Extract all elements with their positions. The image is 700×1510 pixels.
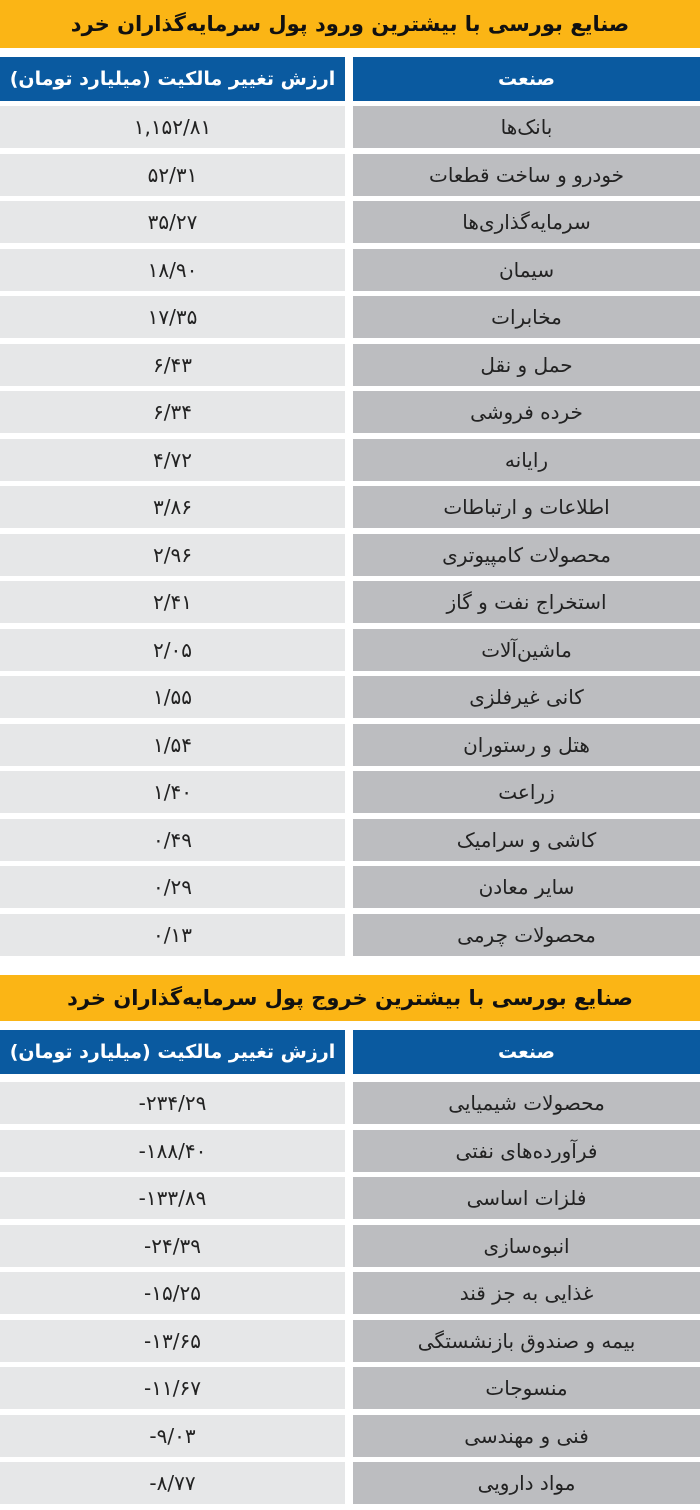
- industry-cell: فنی و مهندسی: [353, 1414, 700, 1457]
- value-cell: ۶/۳۴: [0, 391, 345, 433]
- table-row: -۱۸۸/۴۰ فرآورده‌های نفتی: [0, 1129, 700, 1172]
- outflow-header: ارزش تغییر مالکیت (میلیارد تومان) صنعت: [0, 1030, 700, 1074]
- industry-cell: حمل و نقل: [353, 343, 700, 386]
- industry-cell: سرمایه‌گذاری‌ها: [353, 201, 700, 243]
- value-cell: ۳/۸۶: [0, 486, 345, 528]
- industry-cell: غذایی به جز قند: [353, 1272, 700, 1314]
- industry-cell: محصولات کامپیوتری: [353, 533, 700, 576]
- value-cell: ۱/۵۵: [0, 676, 345, 718]
- value-cell: -۱۳/۶۵: [0, 1319, 345, 1362]
- industry-cell: سایر معادن: [353, 866, 700, 908]
- value-cell: -۱۸۸/۴۰: [0, 1129, 345, 1172]
- value-cell: ۵۲/۳۱: [0, 153, 345, 196]
- value-cell: ۲/۹۶: [0, 533, 345, 576]
- table-row: ۳/۸۶ اطلاعات و ارتباطات: [0, 486, 700, 528]
- table-row: -۲۴/۳۹ انبوه‌سازی: [0, 1224, 700, 1267]
- industry-cell: مخابرات: [353, 296, 700, 338]
- table-row: ۰/۴۹ کاشی و سرامیک: [0, 818, 700, 861]
- value-cell: -۹/۰۳: [0, 1414, 345, 1457]
- industry-cell: رایانه: [353, 438, 700, 481]
- table-row: ۲/۰۵ ماشین‌آلات: [0, 628, 700, 671]
- table-row: -۱۱/۶۷ منسوجات: [0, 1367, 700, 1409]
- table-row: ۱۸/۹۰ سیمان: [0, 248, 700, 291]
- industry-cell: محصولات شیمیایی: [353, 1082, 700, 1124]
- value-cell: ۱/۵۴: [0, 723, 345, 766]
- industry-cell: زراعت: [353, 771, 700, 813]
- industry-cell: بیمه و صندوق بازنشستگی: [353, 1319, 700, 1362]
- table-row: ۲/۴۱ استخراج نفت و گاز: [0, 581, 700, 623]
- outflow-table: -۲۳۴/۲۹ محصولات شیمیایی -۱۸۸/۴۰ فرآورده‌های…: [0, 1082, 700, 1510]
- industry-cell: سیمان: [353, 248, 700, 291]
- industry-column-header: صنعت: [353, 57, 700, 101]
- industry-cell: انبوه‌سازی: [353, 1224, 700, 1267]
- value-cell: -۲۳۴/۲۹: [0, 1082, 345, 1124]
- table-row: ۶/۴۳ حمل و نقل: [0, 343, 700, 386]
- table-row: ۰/۱۳ محصولات چرمی: [0, 913, 700, 956]
- table-row: -۱۳۳/۸۹ فلزات اساسی: [0, 1177, 700, 1219]
- value-cell: -۲۴/۳۹: [0, 1224, 345, 1267]
- inflow-table: ۱,۱۵۲/۸۱ بانک‌ها ۵۲/۳۱ خودرو و ساخت قطعات ۳۵…: [0, 106, 700, 961]
- outflow-title: صنایع بورسی با بیشترین خروج پول سرمایه‌گ…: [0, 975, 700, 1021]
- value-cell: ۱/۴۰: [0, 771, 345, 813]
- industry-cell: کانی غیرفلزی: [353, 676, 700, 718]
- table-row: ۱۷/۳۵ مخابرات: [0, 296, 700, 338]
- industry-cell: فرآورده‌های نفتی: [353, 1129, 700, 1172]
- inflow-header: ارزش تغییر مالکیت (میلیارد تومان) صنعت: [0, 57, 700, 101]
- value-cell: -۱۱/۶۷: [0, 1367, 345, 1409]
- table-row: ۱/۵۴ هتل و رستوران: [0, 723, 700, 766]
- industry-cell: اطلاعات و ارتباطات: [353, 486, 700, 528]
- value-cell: ۲/۰۵: [0, 628, 345, 671]
- industry-cell: ماشین‌آلات: [353, 628, 700, 671]
- table-row: ۵۲/۳۱ خودرو و ساخت قطعات: [0, 153, 700, 196]
- value-cell: -۱۳۳/۸۹: [0, 1177, 345, 1219]
- industry-cell: فلزات اساسی: [353, 1177, 700, 1219]
- value-cell: ۱,۱۵۲/۸۱: [0, 106, 345, 148]
- table-row: ۱/۴۰ زراعت: [0, 771, 700, 813]
- value-cell: ۶/۴۳: [0, 343, 345, 386]
- table-row: -۹/۰۳ فنی و مهندسی: [0, 1414, 700, 1457]
- value-cell: -۱۵/۲۵: [0, 1272, 345, 1314]
- table-row: -۸/۷۷ مواد دارویی: [0, 1462, 700, 1504]
- industry-cell: استخراج نفت و گاز: [353, 581, 700, 623]
- table-row: ۳۵/۲۷ سرمایه‌گذاری‌ها: [0, 201, 700, 243]
- value-cell: ۳۵/۲۷: [0, 201, 345, 243]
- value-cell: ۰/۴۹: [0, 818, 345, 861]
- industry-cell: کاشی و سرامیک: [353, 818, 700, 861]
- table-row: ۰/۲۹ سایر معادن: [0, 866, 700, 908]
- value-cell: -۸/۷۷: [0, 1462, 345, 1504]
- value-cell: ۰/۲۹: [0, 866, 345, 908]
- industry-cell: منسوجات: [353, 1367, 700, 1409]
- industry-cell: خرده فروشی: [353, 391, 700, 433]
- table-row: ۴/۷۲ رایانه: [0, 438, 700, 481]
- industry-cell: هتل و رستوران: [353, 723, 700, 766]
- table-row: ۲/۹۶ محصولات کامپیوتری: [0, 533, 700, 576]
- industry-cell: خودرو و ساخت قطعات: [353, 153, 700, 196]
- table-row: -۱۵/۲۵ غذایی به جز قند: [0, 1272, 700, 1314]
- value-cell: ۲/۴۱: [0, 581, 345, 623]
- value-cell: ۱۷/۳۵: [0, 296, 345, 338]
- table-row: ۱,۱۵۲/۸۱ بانک‌ها: [0, 106, 700, 148]
- value-column-header: ارزش تغییر مالکیت (میلیارد تومان): [0, 57, 345, 101]
- industry-cell: مواد دارویی: [353, 1462, 700, 1504]
- value-column-header: ارزش تغییر مالکیت (میلیارد تومان): [0, 1030, 345, 1074]
- industry-column-header: صنعت: [353, 1030, 700, 1074]
- value-cell: ۴/۷۲: [0, 438, 345, 481]
- inflow-title: صنایع بورسی با بیشترین ورود پول سرمایه‌گ…: [0, 0, 700, 48]
- industry-cell: بانک‌ها: [353, 106, 700, 148]
- table-row: ۱/۵۵ کانی غیرفلزی: [0, 676, 700, 718]
- table-row: ۶/۳۴ خرده فروشی: [0, 391, 700, 433]
- industry-cell: محصولات چرمی: [353, 913, 700, 956]
- table-row: -۱۳/۶۵ بیمه و صندوق بازنشستگی: [0, 1319, 700, 1362]
- value-cell: ۱۸/۹۰: [0, 248, 345, 291]
- value-cell: ۰/۱۳: [0, 913, 345, 956]
- table-row: -۲۳۴/۲۹ محصولات شیمیایی: [0, 1082, 700, 1124]
